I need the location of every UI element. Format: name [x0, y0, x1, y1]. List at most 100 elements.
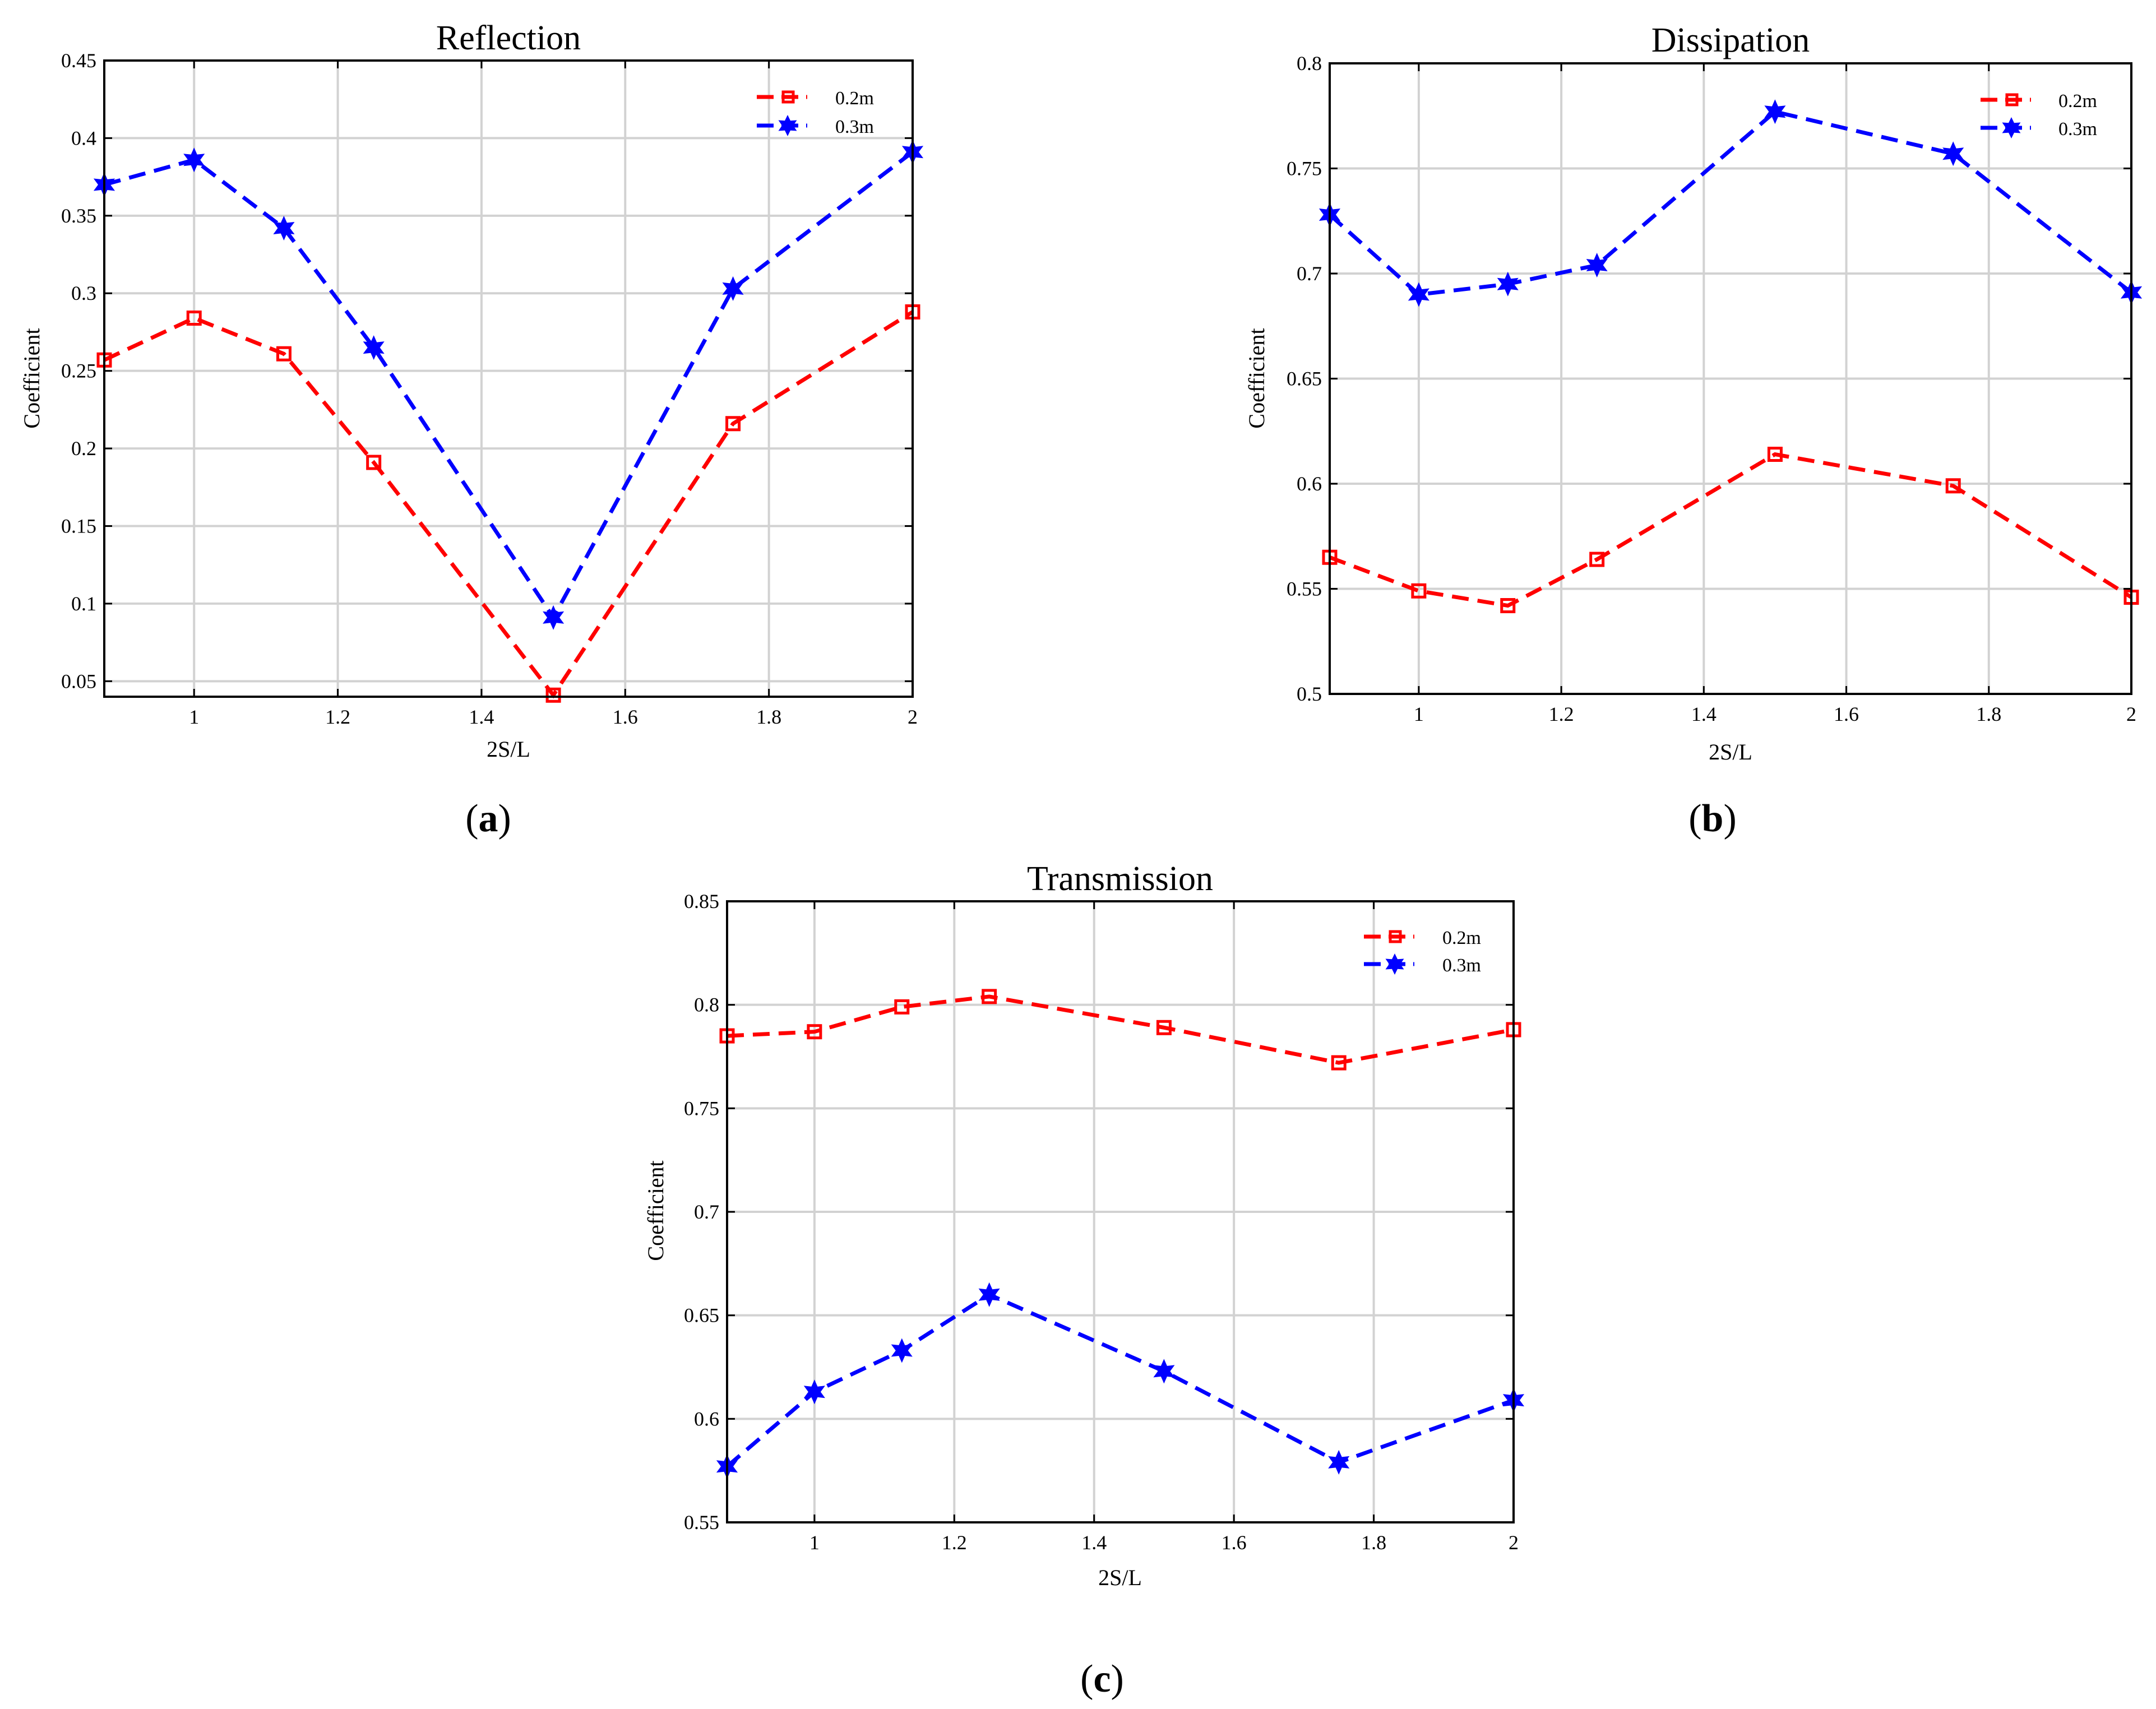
panel-dissipation: Dissipation 1 1.2 1.4 1.6 1.8 2 0.5 0.55 0.6 0.65… — [1244, 21, 2143, 840]
legend: 0.2m 0.3m — [757, 88, 874, 137]
data-point-0.2m — [982, 989, 997, 1004]
x-tick-label: 1 — [189, 706, 199, 728]
y-tick-label: 0.6 — [1297, 473, 1322, 495]
data-point-0.2m — [545, 687, 561, 703]
y-tick-label: 0.65 — [1287, 368, 1322, 390]
y-tick-label: 0.15 — [61, 515, 96, 537]
x-tick-label: 1.2 — [942, 1531, 967, 1554]
legend-label-0: 0.2m — [2058, 91, 2097, 112]
chart-title: Reflection — [436, 19, 581, 57]
y-tick-label: 0.8 — [1297, 52, 1322, 75]
x-tick-label: 1 — [1414, 703, 1424, 725]
x-tick-label: 1.8 — [1361, 1531, 1386, 1554]
series-line-0.2m — [727, 994, 1514, 1065]
plot-frame — [103, 59, 914, 698]
y-tick-label: 0.25 — [61, 360, 96, 382]
x-tick-label: 1 — [809, 1531, 820, 1554]
x-tick-label: 1.4 — [1691, 703, 1717, 725]
panel-label: (a) — [465, 797, 511, 840]
legend: 0.2m 0.3m — [1364, 928, 1481, 976]
x-tick-label: 2 — [2126, 703, 2136, 725]
data-point-0.3m — [1497, 271, 1519, 297]
y-tick-label: 0.4 — [71, 127, 96, 149]
data-point-0.2m — [1767, 447, 1783, 462]
y-tick-label: 0.75 — [1287, 158, 1322, 180]
data-point-0.3m — [1586, 253, 1608, 277]
x-tick-label: 2 — [1509, 1531, 1519, 1554]
data-point-0.2m — [366, 455, 382, 470]
data-point-0.3m — [543, 605, 565, 630]
data-point-0.2m — [186, 311, 202, 326]
series-line-0.2m — [1329, 452, 2132, 608]
x-tick-label: 1.6 — [613, 706, 638, 728]
y-tick-label: 0.2 — [71, 437, 96, 460]
data-point-0.3m — [978, 1282, 1000, 1307]
legend-label-1: 0.3m — [2058, 119, 2097, 140]
x-tick-label: 1.8 — [1976, 703, 2001, 725]
series-line-0.2m — [103, 310, 914, 699]
x-axis-label: 2S/L — [487, 737, 530, 762]
ticks: 1 1.2 1.4 1.6 1.8 2 0.05 0.1 0.15 0.2 0.25 0.3 0.35 0… — [61, 49, 918, 728]
x-axis-label: 2S/L — [1098, 1565, 1142, 1590]
y-tick-label: 0.7 — [1297, 262, 1322, 285]
legend-marker-1 — [2002, 117, 2021, 138]
ticks: 1 1.2 1.4 1.6 1.8 2 0.55 0.6 0.65 0.7 0.75 0.8 0.85 — [684, 890, 1519, 1554]
y-tick-label: 0.5 — [1297, 683, 1322, 705]
data-point-0.3m — [1764, 99, 1786, 124]
chart-title: Transmission — [1027, 860, 1213, 898]
legend-marker-1 — [1385, 953, 1404, 975]
y-tick-label: 0.3 — [71, 282, 96, 304]
data-point-0.3m — [891, 1338, 913, 1363]
data-point-0.2m — [894, 999, 910, 1015]
data-point-0.3m — [722, 276, 744, 301]
data-point-0.3m — [803, 1379, 825, 1405]
panel-letter: b — [1702, 797, 1724, 840]
data-point-0.2m — [725, 416, 741, 432]
y-tick-label: 0.05 — [61, 670, 96, 692]
panel-letter: a — [479, 797, 498, 840]
x-tick-label: 1.6 — [1834, 703, 1859, 725]
data-point-0.2m — [1589, 552, 1605, 567]
data-point-0.2m — [1411, 583, 1427, 599]
y-tick-label: 0.6 — [694, 1407, 719, 1430]
data-point-0.3m — [1942, 141, 1964, 166]
x-tick-label: 1.4 — [469, 706, 494, 728]
panel-transmission: Transmission 1 1.2 1.4 1.6 1.8 2 0.55 0.6 0.65 0.… — [643, 860, 1525, 1701]
data-point-0.2m — [1331, 1055, 1347, 1071]
legend-label-1: 0.3m — [1442, 955, 1481, 976]
data-point-0.2m — [1156, 1020, 1172, 1035]
y-tick-label: 0.65 — [684, 1304, 719, 1327]
y-axis-label: Coefficient — [19, 328, 44, 428]
legend-marker-0 — [1389, 930, 1402, 943]
y-axis-label: Coefficient — [643, 1160, 668, 1261]
y-tick-label: 0.75 — [684, 1097, 719, 1119]
legend-label-1: 0.3m — [835, 117, 874, 137]
legend-marker-0 — [781, 90, 795, 104]
legend-marker-1 — [778, 115, 797, 136]
y-axis-label: Coefficient — [1244, 328, 1269, 428]
y-tick-label: 0.8 — [694, 994, 719, 1016]
legend-marker-0 — [2005, 93, 2019, 106]
panel-label: (b) — [1688, 797, 1737, 840]
ticks: 1 1.2 1.4 1.6 1.8 2 0.5 0.55 0.6 0.65 0.7 0.75 0.8 — [1287, 52, 2136, 725]
data-point-0.2m — [1945, 478, 1961, 494]
series-layer — [1318, 99, 2143, 613]
y-tick-label: 0.85 — [684, 890, 719, 913]
legend-label-0: 0.2m — [1442, 928, 1481, 948]
panel-label: (c) — [1080, 1657, 1124, 1701]
data-point-0.2m — [276, 346, 292, 362]
x-tick-label: 1.8 — [756, 706, 781, 728]
x-tick-label: 2 — [908, 706, 918, 728]
panel-letter: c — [1093, 1657, 1111, 1701]
x-tick-label: 1.4 — [1081, 1531, 1107, 1554]
y-tick-label: 0.1 — [71, 592, 96, 615]
x-tick-label: 1.6 — [1222, 1531, 1247, 1554]
data-point-0.3m — [273, 216, 295, 240]
data-point-0.3m — [1408, 282, 1429, 307]
x-tick-label: 1.2 — [325, 706, 350, 728]
panel-reflection: Reflection 1 1.2 1.4 1.6 1.8 2 0.05 0.1 0.15 0.2 0… — [19, 19, 924, 840]
data-point-0.3m — [1328, 1449, 1350, 1475]
y-tick-label: 0.55 — [684, 1511, 719, 1534]
x-axis-label: 2S/L — [1709, 739, 1752, 765]
